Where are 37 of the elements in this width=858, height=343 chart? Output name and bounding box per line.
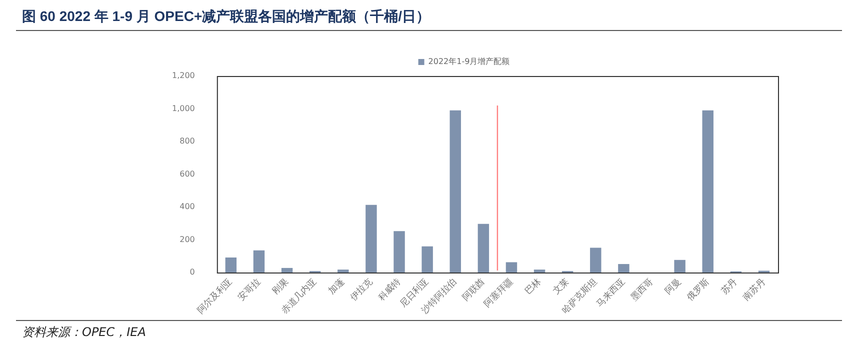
- x-tick-label: 阿尔及利亚: [195, 276, 235, 316]
- bar: [478, 224, 490, 273]
- x-tick-label: 伊拉克: [348, 276, 375, 304]
- x-tick-label: 文莱: [550, 276, 572, 297]
- y-tick-label: 600: [180, 169, 195, 178]
- text: 资料来源：OPEC，IEA: [22, 324, 146, 341]
- bar: [366, 204, 377, 273]
- y-tick-label: 200: [180, 234, 195, 244]
- y-tick-label: 400: [180, 202, 195, 212]
- bar: [253, 250, 265, 273]
- y-tick-label: 1,000: [172, 104, 195, 113]
- bar: [506, 262, 518, 273]
- legend-label: 2022年1-9月增产配额: [428, 57, 510, 66]
- bar: [281, 268, 293, 273]
- y-tick-label: 0: [190, 268, 195, 277]
- x-tick-label: 墨西哥: [628, 276, 656, 304]
- bar: [450, 110, 461, 273]
- bar: [590, 248, 602, 273]
- x-tick-label: 俄罗斯: [684, 276, 712, 304]
- x-tick-label: 巴林: [522, 276, 544, 297]
- bar: [338, 270, 349, 273]
- x-tick-label: 刚果: [270, 276, 291, 297]
- bar: [618, 264, 630, 273]
- y-tick-label: 1,200: [172, 71, 195, 80]
- x-tick-label: 阿曼: [663, 276, 684, 297]
- x-tick-label: 加蓬: [326, 276, 347, 297]
- bar: [422, 246, 433, 273]
- bar: [394, 231, 405, 273]
- bar: [534, 270, 546, 273]
- x-tick-label: 安哥拉: [236, 276, 263, 304]
- bar: [225, 257, 237, 273]
- y-tick-label: 800: [180, 136, 195, 146]
- x-tick-label: 苏丹: [719, 276, 740, 297]
- bar: [702, 110, 714, 273]
- bar: [674, 260, 686, 273]
- x-tick-label: 南苏丹: [740, 276, 768, 304]
- chart-title: 图 60 2022 年 1-9 月 OPEC+减产联盟各国的增产配额（千桶/日）: [22, 8, 430, 26]
